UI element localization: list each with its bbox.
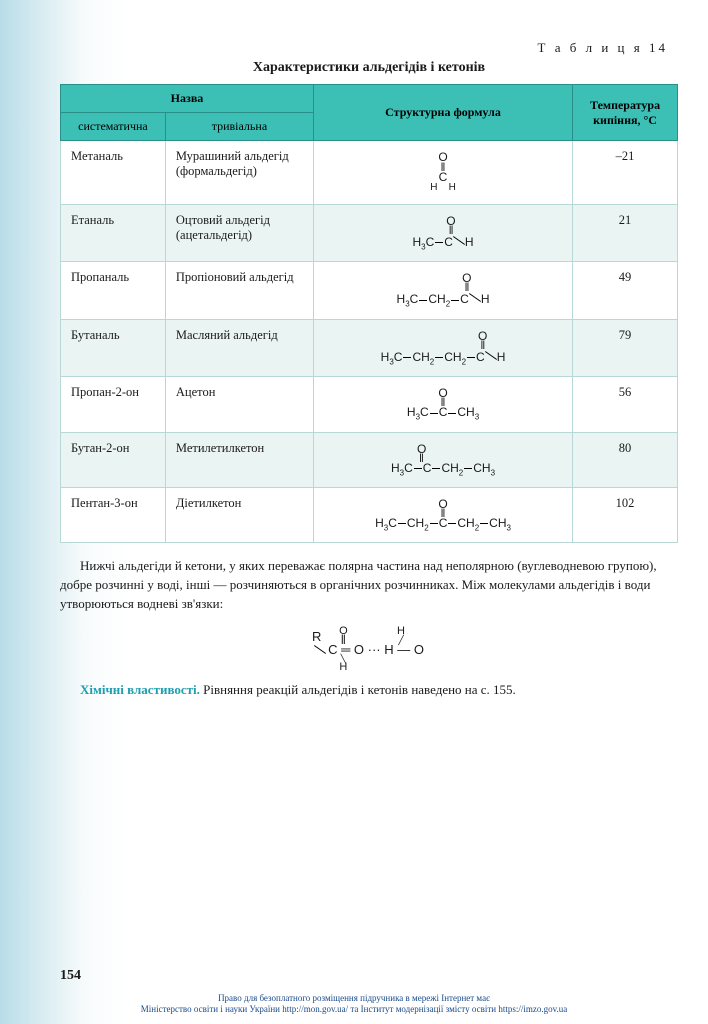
cell-systematic: Пентан-3-он bbox=[61, 487, 166, 542]
cell-formula: O ‖ H3CCH2CCH2CH3 bbox=[313, 487, 572, 542]
cell-temp: 49 bbox=[573, 262, 678, 319]
cell-systematic: Етаналь bbox=[61, 205, 166, 262]
table-row: Бутаналь Масляний альдегід O ‖ H3CCH2CH2… bbox=[61, 319, 678, 376]
table-row: Пропаналь Пропіоновий альдегід O ‖ H3CCH… bbox=[61, 262, 678, 319]
cell-temp: 80 bbox=[573, 432, 678, 487]
footer-line-1: Право для безоплатного розміщення підруч… bbox=[0, 993, 708, 1005]
cell-formula: O ‖ H3CCCH3 bbox=[313, 377, 572, 432]
table-number: Т а б л и ц я 14 bbox=[60, 40, 678, 56]
footer: Право для безоплатного розміщення підруч… bbox=[0, 993, 708, 1016]
table-row: Етаналь Оцтовий альдегід (ацетальдегід) … bbox=[61, 205, 678, 262]
chem-properties-label: Хімічні властивості. bbox=[80, 682, 200, 697]
cell-trivial: Ацетон bbox=[165, 377, 313, 432]
cell-temp: 79 bbox=[573, 319, 678, 376]
cell-formula: O ‖ H3CCCH2CH3 bbox=[313, 432, 572, 487]
cell-formula: O ‖ H3CCH2CH2CH bbox=[313, 319, 572, 376]
cell-trivial: Масляний альдегід bbox=[165, 319, 313, 376]
chem-properties-text: Рівняння реакцій альдегідів і кетонів на… bbox=[203, 682, 516, 697]
cell-trivial: Мурашиний альдегід (формальдегід) bbox=[165, 141, 313, 205]
header-formula: Структурна формула bbox=[313, 85, 572, 141]
cell-trivial: Пропіоновий альдегід bbox=[165, 262, 313, 319]
header-systematic: систематична bbox=[61, 113, 166, 141]
page-number: 154 bbox=[60, 968, 81, 984]
table-row: Бутан-2-он Метилетилкетон O ‖ H3CCCH2CH3… bbox=[61, 432, 678, 487]
footer-line-2: Міністерство освіти і науки України http… bbox=[0, 1004, 708, 1016]
cell-trivial: Діетилкетон bbox=[165, 487, 313, 542]
table-title: Характеристики альдегідів і кетонів bbox=[60, 60, 678, 76]
cell-trivial: Оцтовий альдегід (ацетальдегід) bbox=[165, 205, 313, 262]
cell-formula: O ‖ H3CCH bbox=[313, 205, 572, 262]
cell-systematic: Бутан-2-он bbox=[61, 432, 166, 487]
header-trivial: тривіальна bbox=[165, 113, 313, 141]
header-name: Назва bbox=[61, 85, 314, 113]
body-paragraph: Нижчі альдегіди й кетони, у яких переваж… bbox=[60, 557, 678, 614]
chemistry-table: Назва Структурна формула Температура кип… bbox=[60, 84, 678, 543]
table-row: Пропан-2-он Ацетон O ‖ H3CCCH3 56 bbox=[61, 377, 678, 432]
cell-temp: 56 bbox=[573, 377, 678, 432]
hydrogen-bond-diagram: R O ‖ X H ╱ R C ═ O ··· H — O H R ╲ H XX… bbox=[60, 626, 678, 673]
cell-systematic: Пропаналь bbox=[61, 262, 166, 319]
header-temp: Температура кипіння, °C bbox=[573, 85, 678, 141]
cell-temp: 102 bbox=[573, 487, 678, 542]
chem-properties-line: Хімічні властивості. Рівняння реакцій ал… bbox=[60, 681, 678, 699]
cell-systematic: Метаналь bbox=[61, 141, 166, 205]
cell-formula: O ‖ H3CCH2CH bbox=[313, 262, 572, 319]
table-row: Пентан-3-он Діетилкетон O ‖ H3CCH2CCH2CH… bbox=[61, 487, 678, 542]
cell-temp: 21 bbox=[573, 205, 678, 262]
cell-systematic: Бутаналь bbox=[61, 319, 166, 376]
cell-trivial: Метилетилкетон bbox=[165, 432, 313, 487]
table-row: Метаналь Мурашиний альдегід (формальдегі… bbox=[61, 141, 678, 205]
cell-formula: O ‖ C H H bbox=[313, 141, 572, 205]
cell-systematic: Пропан-2-он bbox=[61, 377, 166, 432]
cell-temp: –21 bbox=[573, 141, 678, 205]
